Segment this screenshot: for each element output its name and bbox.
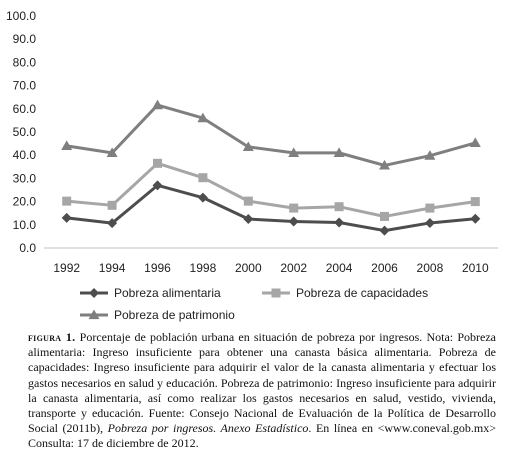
caption-text-2: . En línea en <www.coneval.gob.mx> Consu… (28, 421, 496, 451)
y-tick-label: 20.0 (13, 195, 37, 209)
data-point (61, 212, 72, 223)
data-point (470, 197, 480, 207)
data-point (379, 159, 390, 170)
data-point (288, 147, 300, 158)
x-tick-label: 1994 (99, 261, 126, 275)
data-point (380, 211, 389, 221)
data-point (153, 158, 162, 168)
y-tick-label: 40.0 (13, 148, 37, 162)
figure-caption: figura 1. Porcentaje de población urbana… (28, 330, 496, 452)
data-point (107, 200, 117, 210)
data-point (379, 225, 390, 236)
y-axis: 0.0 10.0 20.0 30.0 40.0 50.0 60.0 70.0 80.0 90.0 1… (6, 9, 36, 255)
x-tick-label: 1998 (190, 261, 217, 275)
y-tick-label: 90.0 (13, 32, 37, 46)
series-3 (61, 99, 481, 170)
data-point (197, 112, 209, 123)
legend-label: Pobreza de capacidades (296, 286, 428, 300)
caption-italic-title: Pobreza por ingresos. Anexo Estadístico (107, 421, 309, 436)
legend: Pobreza alimentaria Pobreza de capacidade… (80, 286, 428, 322)
x-tick-label: 2002 (280, 261, 307, 275)
y-tick-label: 0.0 (19, 241, 36, 255)
x-tick-label: 1992 (53, 261, 80, 275)
data-point (152, 99, 163, 110)
y-tick-label: 50.0 (13, 125, 37, 139)
series-line (66, 183, 476, 233)
data-point (243, 196, 253, 206)
data-point (107, 218, 118, 229)
data-point (62, 196, 72, 206)
x-tick-label: 2004 (326, 261, 353, 275)
legend-item: Pobreza de patrimonio (80, 308, 235, 322)
data-point (243, 214, 254, 224)
data-point (106, 147, 118, 158)
x-tick-label: 2010 (462, 261, 489, 275)
legend-label: Pobreza de patrimonio (114, 308, 235, 322)
figure-label: figura 1. (28, 330, 76, 344)
y-tick-label: 30.0 (13, 171, 37, 185)
data-point (288, 216, 299, 227)
line-chart: 0.0 10.0 20.0 30.0 40.0 50.0 60.0 70.0 80.0 90.0 1… (6, 9, 498, 322)
data-point (334, 202, 344, 212)
data-point (197, 192, 208, 203)
series-1 (61, 180, 481, 236)
data-point (61, 140, 73, 151)
legend-marker (88, 309, 100, 320)
data-point (424, 217, 435, 228)
data-point (198, 173, 208, 183)
data-point (152, 180, 163, 191)
y-tick-label: 70.0 (13, 79, 37, 93)
data-point (333, 147, 345, 158)
data-point (289, 203, 299, 213)
legend-item: Pobreza alimentaria (80, 286, 221, 300)
data-point (242, 141, 254, 151)
legend-item: Pobreza de capacidades (262, 286, 428, 300)
y-tick-label: 100.0 (6, 9, 36, 23)
caption-text-1: Porcentaje de población urbana en situac… (28, 330, 496, 436)
data-point (425, 203, 435, 213)
data-point (470, 213, 481, 224)
series-line (66, 103, 476, 167)
legend-label: Pobreza alimentaria (114, 286, 221, 300)
x-tick-label: 2006 (371, 261, 398, 275)
data-point (469, 137, 481, 148)
data-point (334, 217, 345, 228)
y-tick-label: 10.0 (13, 218, 37, 232)
y-tick-label: 80.0 (13, 55, 37, 69)
legend-marker (89, 288, 99, 298)
series-2 (62, 158, 480, 221)
legend-marker (271, 288, 281, 298)
x-tick-label: 2008 (417, 261, 444, 275)
y-tick-label: 60.0 (13, 102, 37, 116)
x-axis: 1992 1994 1996 1998 2000 2002 2004 2006 2008 2010 (44, 247, 498, 275)
x-tick-label: 1996 (144, 261, 171, 275)
data-point (424, 150, 436, 160)
series-line (66, 161, 476, 218)
x-tick-label: 2000 (235, 261, 262, 275)
series-layer (61, 99, 481, 236)
